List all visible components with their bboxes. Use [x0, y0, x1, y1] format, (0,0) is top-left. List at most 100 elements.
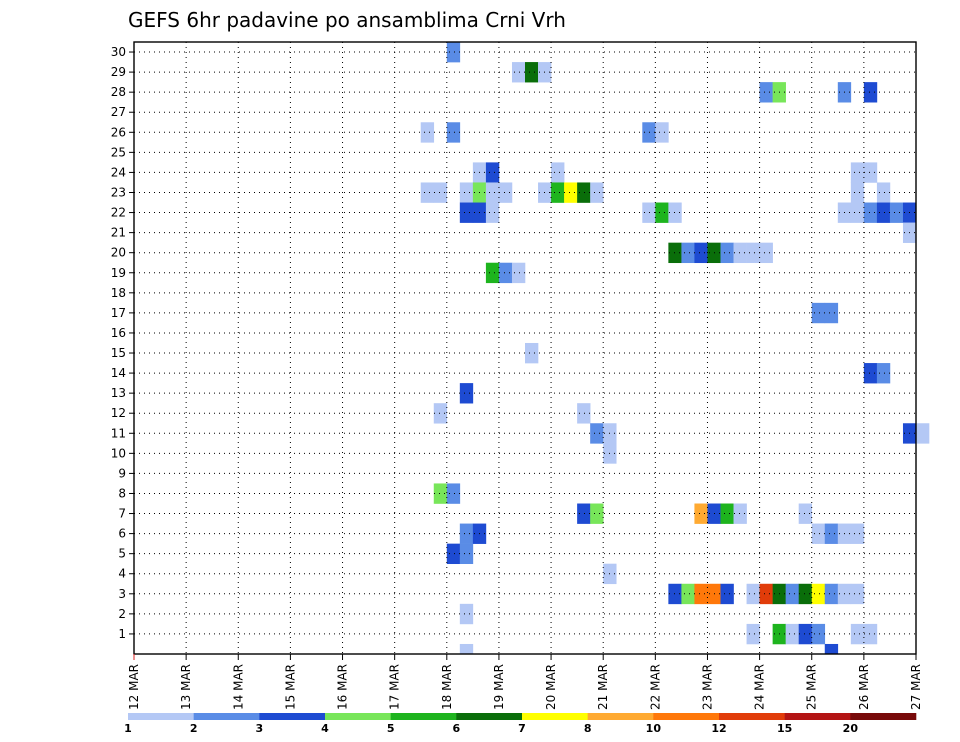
cell-100 [746, 623, 760, 645]
cell-102 [785, 623, 799, 645]
cell-40 [889, 202, 904, 223]
cell-61 [577, 403, 591, 424]
colorbar-swatch-7 [587, 713, 654, 720]
cell-13 [485, 162, 500, 183]
cell-98 [850, 583, 865, 605]
y-tick-label-30: 30 [111, 45, 126, 59]
colorbar-label-0: 1 [124, 722, 132, 735]
cell-43 [668, 242, 682, 264]
cell-89 [720, 583, 734, 605]
colorbar: 1 2 3 4 5 6 7 8 10 12 15 20 [124, 713, 917, 735]
colorbar-swatch-10 [784, 713, 851, 720]
cell-65 [916, 423, 930, 444]
cell-29 [876, 182, 891, 203]
cell-96 [824, 583, 839, 605]
y-tick-label-6: 6 [118, 527, 126, 541]
colorbar-label-10: 15 [777, 722, 792, 735]
cell-73 [720, 503, 734, 524]
cell-19 [459, 182, 474, 203]
cell-108 [824, 643, 839, 655]
colorbar-label-5: 6 [453, 722, 461, 735]
cell-99 [459, 603, 474, 625]
cell-33 [642, 202, 656, 223]
x-tick-label-2: 14 MAR [231, 664, 245, 710]
colorbar-label-8: 10 [646, 722, 662, 735]
x-tick-label-5: 17 MAR [388, 664, 402, 710]
y-tick-label-12: 12 [111, 406, 126, 420]
colorbar-label-6: 7 [518, 722, 526, 735]
y-tick-label-1: 1 [118, 627, 126, 641]
colorbar-label-2: 3 [256, 722, 264, 735]
y-tick-label-25: 25 [111, 145, 126, 159]
cell-1 [511, 62, 526, 83]
cell-71 [694, 503, 708, 524]
cell-35 [668, 202, 682, 223]
cell-56 [525, 342, 539, 364]
colorbar-swatch-5 [456, 713, 523, 720]
colorbar-label-3: 4 [321, 722, 329, 735]
cell-11 [655, 122, 669, 143]
cell-8 [420, 122, 435, 143]
cell-7 [863, 82, 878, 103]
cell-10 [642, 122, 656, 143]
colorbar-swatch-9 [719, 713, 785, 720]
y-tick-label-3: 3 [118, 587, 126, 601]
grid-layer [134, 42, 916, 654]
y-tick-label-27: 27 [111, 105, 126, 119]
cell-79 [824, 523, 839, 544]
y-tick-label-2: 2 [118, 607, 126, 621]
x-tick-label-8: 20 MAR [544, 664, 558, 710]
y-tick-label-11: 11 [111, 426, 126, 440]
colorbar-label-11: 20 [843, 722, 859, 735]
x-tick-label-4: 16 MAR [336, 664, 350, 710]
cell-60 [433, 403, 448, 424]
cell-32 [485, 202, 500, 223]
cell-18 [433, 182, 448, 203]
x-tick-label-3: 15 MAR [283, 664, 297, 710]
cell-53 [511, 262, 526, 284]
cell-55 [824, 302, 839, 324]
cell-21 [485, 182, 500, 203]
cell-15 [850, 162, 865, 183]
cell-82 [446, 543, 461, 565]
cell-25 [564, 182, 578, 203]
y-tick-label-28: 28 [111, 85, 126, 99]
cell-14 [551, 162, 565, 183]
colorbar-label-9: 12 [711, 722, 726, 735]
cell-2 [525, 62, 539, 83]
cell-4 [759, 82, 773, 103]
colorbar-swatch-2 [259, 713, 326, 720]
y-tick-label-8: 8 [118, 486, 126, 500]
colorbar-label-7: 8 [584, 722, 592, 735]
y-axis: 1234567891011121314151617181920212223242… [111, 45, 134, 641]
cell-69 [577, 503, 591, 524]
cell-24 [551, 182, 565, 203]
cell-9 [446, 122, 461, 143]
y-tick-label-13: 13 [111, 386, 126, 400]
cell-103 [798, 623, 813, 645]
cell-107 [459, 643, 474, 655]
y-tick-label-26: 26 [111, 125, 126, 139]
cell-95 [811, 583, 826, 605]
y-tick-label-24: 24 [111, 165, 126, 179]
cell-90 [746, 583, 760, 605]
y-tick-label-21: 21 [111, 226, 126, 240]
cell-91 [759, 583, 773, 605]
cell-74 [733, 503, 747, 524]
cell-37 [850, 202, 865, 223]
cell-26 [577, 182, 591, 203]
x-tick-label-1: 13 MAR [179, 664, 193, 710]
colorbar-swatch-4 [390, 713, 457, 720]
cell-105 [850, 623, 865, 645]
x-tick-label-0: 12 MAR [127, 664, 141, 710]
y-tick-label-17: 17 [111, 306, 126, 320]
cell-47 [720, 242, 734, 264]
cell-76 [459, 523, 474, 544]
cell-70 [590, 503, 604, 524]
x-tick-label-13: 25 MAR [805, 664, 819, 710]
y-tick-label-15: 15 [111, 346, 126, 360]
cell-94 [798, 583, 813, 605]
y-tick-label-7: 7 [118, 507, 126, 521]
x-tick-label-15: 27 MAR [909, 664, 923, 710]
colorbar-swatch-8 [653, 713, 720, 720]
